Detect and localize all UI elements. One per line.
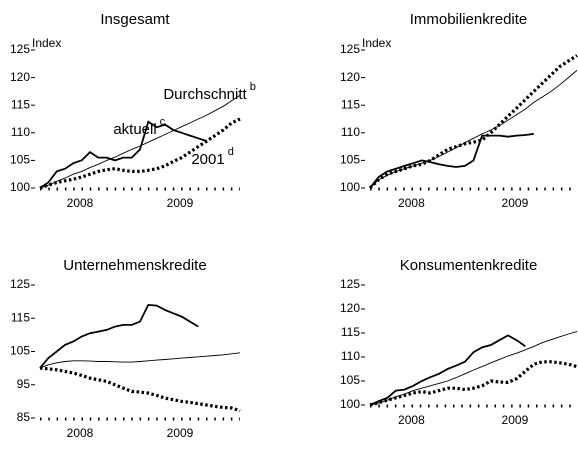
- y-tick-label: 100: [340, 180, 360, 194]
- y-tick-label: 120: [340, 301, 360, 315]
- y-tick-label: 105: [340, 373, 360, 387]
- y-tick-label: 95: [17, 377, 31, 391]
- y-tick-label: 125: [340, 42, 360, 56]
- x-tick-label: 2008: [67, 196, 94, 210]
- y-axis-label: Index: [32, 36, 61, 50]
- series-line: [369, 133, 534, 189]
- chart-title: Insgesamt: [100, 11, 170, 28]
- x-tick-label: 2008: [398, 413, 425, 427]
- series-line: [39, 94, 241, 189]
- y-tick-label: 100: [10, 180, 30, 194]
- y-tick-label: 125: [340, 277, 360, 291]
- series-annotation: 2001: [191, 151, 224, 168]
- y-tick-label: 110: [11, 125, 30, 139]
- chart-title: Unternehmenskredite: [63, 257, 206, 274]
- series-line: [39, 352, 241, 369]
- series-annotation-note: b: [250, 81, 256, 93]
- y-tick-label: 105: [340, 153, 360, 167]
- series-line: [369, 331, 578, 406]
- x-tick-label: 2009: [167, 426, 194, 440]
- series-annotation-note: c: [160, 116, 166, 128]
- series-annotation: Durchschnitt: [163, 86, 247, 103]
- x-tick-label: 2009: [502, 413, 529, 427]
- series-annotation: aktuell: [113, 121, 156, 138]
- x-tick-label: 2009: [502, 196, 529, 210]
- y-tick-label: 115: [11, 97, 30, 111]
- x-tick-label: 2009: [167, 196, 194, 210]
- series-annotation-note: d: [228, 146, 234, 158]
- x-tick-label: 2008: [398, 196, 425, 210]
- chart-title: Konsumentenkredite: [400, 257, 538, 274]
- series-line: [369, 360, 578, 407]
- y-axis-label: Index: [362, 36, 391, 50]
- y-tick-label: 105: [10, 153, 30, 167]
- x-tick-label: 2008: [67, 426, 94, 440]
- series-line: [39, 303, 199, 369]
- series-line: [39, 120, 207, 189]
- chart-title: Immobilienkredite: [410, 11, 528, 28]
- y-tick-label: 125: [10, 42, 30, 56]
- y-tick-label: 105: [10, 344, 30, 358]
- series-line: [39, 117, 241, 190]
- y-tick-label: 100: [340, 397, 360, 411]
- y-tick-label: 115: [11, 310, 30, 324]
- series-line: [368, 54, 578, 190]
- y-tick-label: 115: [341, 325, 360, 339]
- y-tick-label: 110: [341, 125, 360, 139]
- y-tick-label: 115: [341, 97, 360, 111]
- y-tick-label: 120: [340, 70, 360, 84]
- y-tick-label: 110: [341, 349, 360, 363]
- y-tick-label: 125: [10, 277, 30, 291]
- series-line: [39, 366, 241, 413]
- y-tick-label: 120: [10, 70, 30, 84]
- y-tick-label: 85: [17, 410, 31, 424]
- series-line: [369, 334, 526, 406]
